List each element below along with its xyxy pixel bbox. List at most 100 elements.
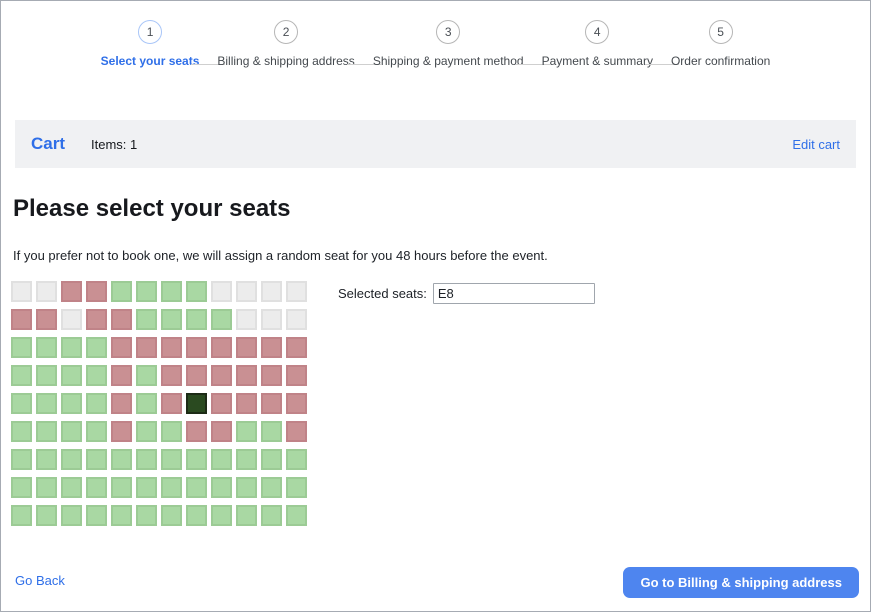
checkout-stepper: 1 Select your seats 2 Billing & shipping… bbox=[1, 20, 870, 68]
seat-A9 bbox=[211, 281, 232, 302]
seat-H4[interactable] bbox=[86, 477, 107, 498]
seat-F10[interactable] bbox=[236, 421, 257, 442]
seat-C1[interactable] bbox=[11, 337, 32, 358]
seat-F6[interactable] bbox=[136, 421, 157, 442]
seat-D1[interactable] bbox=[11, 365, 32, 386]
random-seat-note: If you prefer not to book one, we will a… bbox=[13, 248, 548, 263]
step-2-circle: 2 bbox=[274, 20, 299, 44]
seat-B6[interactable] bbox=[136, 309, 157, 330]
go-to-billing-button[interactable]: Go to Billing & shipping address bbox=[623, 567, 859, 598]
seat-D9 bbox=[211, 365, 232, 386]
seat-A1 bbox=[11, 281, 32, 302]
seat-H8[interactable] bbox=[186, 477, 207, 498]
seat-A5[interactable] bbox=[111, 281, 132, 302]
seat-E5 bbox=[111, 393, 132, 414]
seat-E8[interactable] bbox=[186, 393, 207, 414]
seat-A10 bbox=[236, 281, 257, 302]
seat-selection-area: Selected seats: bbox=[11, 281, 595, 526]
seat-D11 bbox=[261, 365, 282, 386]
seat-I1[interactable] bbox=[11, 505, 32, 526]
stepper-connector bbox=[644, 64, 679, 65]
seat-H10[interactable] bbox=[236, 477, 257, 498]
seat-C9 bbox=[211, 337, 232, 358]
stepper-step-order-confirmation: 5 Order confirmation bbox=[671, 20, 770, 68]
seat-I7[interactable] bbox=[161, 505, 182, 526]
seat-B4 bbox=[86, 309, 107, 330]
seat-H11[interactable] bbox=[261, 477, 282, 498]
step-3-circle: 3 bbox=[436, 20, 461, 44]
seat-G1[interactable] bbox=[11, 449, 32, 470]
seat-C3[interactable] bbox=[61, 337, 82, 358]
seat-A8[interactable] bbox=[186, 281, 207, 302]
seat-D2[interactable] bbox=[36, 365, 57, 386]
seat-B10 bbox=[236, 309, 257, 330]
seat-I6[interactable] bbox=[136, 505, 157, 526]
seat-B11 bbox=[261, 309, 282, 330]
seat-A12 bbox=[286, 281, 307, 302]
seat-I2[interactable] bbox=[36, 505, 57, 526]
stepper-step-select-seats: 1 Select your seats bbox=[100, 20, 200, 68]
edit-cart-link[interactable]: Edit cart bbox=[792, 136, 840, 152]
seat-F1[interactable] bbox=[11, 421, 32, 442]
seat-I3[interactable] bbox=[61, 505, 82, 526]
seat-F4[interactable] bbox=[86, 421, 107, 442]
seat-E4[interactable] bbox=[86, 393, 107, 414]
seat-F3[interactable] bbox=[61, 421, 82, 442]
step-3-label: Shipping & payment method bbox=[372, 54, 524, 68]
seat-A3 bbox=[61, 281, 82, 302]
seat-B9[interactable] bbox=[211, 309, 232, 330]
seat-G4[interactable] bbox=[86, 449, 107, 470]
step-5-label: Order confirmation bbox=[670, 54, 771, 68]
seat-I8[interactable] bbox=[186, 505, 207, 526]
selected-seats-input[interactable] bbox=[432, 283, 595, 304]
seat-I12[interactable] bbox=[286, 505, 307, 526]
seat-F2[interactable] bbox=[36, 421, 57, 442]
seat-D6[interactable] bbox=[136, 365, 157, 386]
seat-F11[interactable] bbox=[261, 421, 282, 442]
seat-E6[interactable] bbox=[136, 393, 157, 414]
seat-F8 bbox=[186, 421, 207, 442]
seat-H7[interactable] bbox=[161, 477, 182, 498]
seat-E3[interactable] bbox=[61, 393, 82, 414]
go-back-link[interactable]: Go Back bbox=[15, 573, 65, 588]
seat-H2[interactable] bbox=[36, 477, 57, 498]
seat-G7[interactable] bbox=[161, 449, 182, 470]
seat-C4[interactable] bbox=[86, 337, 107, 358]
seat-G8[interactable] bbox=[186, 449, 207, 470]
step-1-label: Select your seats bbox=[100, 54, 200, 68]
seat-G11[interactable] bbox=[261, 449, 282, 470]
seat-B3 bbox=[61, 309, 82, 330]
seat-G2[interactable] bbox=[36, 449, 57, 470]
seat-H1[interactable] bbox=[11, 477, 32, 498]
seat-E1[interactable] bbox=[11, 393, 32, 414]
seat-C8 bbox=[186, 337, 207, 358]
seat-G9[interactable] bbox=[211, 449, 232, 470]
seat-B5 bbox=[111, 309, 132, 330]
seat-A6[interactable] bbox=[136, 281, 157, 302]
seat-G5[interactable] bbox=[111, 449, 132, 470]
seat-G6[interactable] bbox=[136, 449, 157, 470]
seat-G12[interactable] bbox=[286, 449, 307, 470]
seat-E2[interactable] bbox=[36, 393, 57, 414]
seat-H12[interactable] bbox=[286, 477, 307, 498]
seat-D4[interactable] bbox=[86, 365, 107, 386]
seat-I9[interactable] bbox=[211, 505, 232, 526]
seat-F7[interactable] bbox=[161, 421, 182, 442]
seat-G10[interactable] bbox=[236, 449, 257, 470]
seat-C2[interactable] bbox=[36, 337, 57, 358]
seat-B7[interactable] bbox=[161, 309, 182, 330]
seat-I11[interactable] bbox=[261, 505, 282, 526]
seat-H5[interactable] bbox=[111, 477, 132, 498]
seat-H6[interactable] bbox=[136, 477, 157, 498]
seat-H9[interactable] bbox=[211, 477, 232, 498]
seat-I5[interactable] bbox=[111, 505, 132, 526]
seat-I4[interactable] bbox=[86, 505, 107, 526]
seat-G3[interactable] bbox=[61, 449, 82, 470]
seat-H3[interactable] bbox=[61, 477, 82, 498]
seat-D3[interactable] bbox=[61, 365, 82, 386]
seat-B1 bbox=[11, 309, 32, 330]
seat-I10[interactable] bbox=[236, 505, 257, 526]
seat-A7[interactable] bbox=[161, 281, 182, 302]
seat-B8[interactable] bbox=[186, 309, 207, 330]
seat-B12 bbox=[286, 309, 307, 330]
